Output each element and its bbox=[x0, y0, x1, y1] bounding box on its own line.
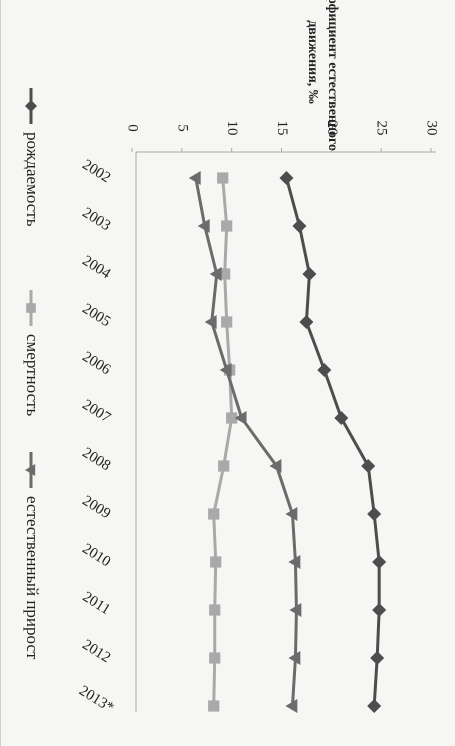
chart-title: коэффициент естественного движения, ‰ bbox=[305, 0, 340, 151]
data-point bbox=[218, 460, 230, 472]
data-point bbox=[209, 267, 222, 281]
series-2 bbox=[208, 172, 238, 712]
category-tick-label: 2006 bbox=[79, 349, 113, 379]
data-point bbox=[334, 411, 349, 425]
data-point bbox=[289, 603, 302, 617]
series-line bbox=[212, 177, 234, 707]
data-point bbox=[210, 556, 222, 568]
data-point bbox=[234, 411, 247, 425]
data-point bbox=[361, 459, 376, 473]
series-1 bbox=[279, 171, 387, 713]
data-point bbox=[219, 363, 232, 377]
data-point bbox=[208, 508, 220, 520]
legend-marker bbox=[25, 464, 36, 476]
data-point bbox=[370, 651, 385, 665]
data-point bbox=[221, 220, 233, 232]
category-tick-label: 2008 bbox=[79, 445, 113, 474]
data-point bbox=[208, 700, 220, 712]
series-layer bbox=[188, 171, 387, 713]
data-point bbox=[317, 363, 332, 377]
series-line bbox=[194, 177, 298, 707]
data-point bbox=[372, 555, 387, 569]
category-tick-label: 2010 bbox=[79, 541, 113, 570]
data-point bbox=[372, 603, 387, 617]
category-tick-label: 2012 bbox=[79, 637, 113, 666]
value-tick-label: 0 bbox=[125, 124, 141, 132]
legend-marker bbox=[26, 303, 36, 313]
value-tick-label: 30 bbox=[424, 121, 440, 136]
data-point bbox=[288, 651, 301, 665]
data-point bbox=[292, 219, 307, 233]
data-point bbox=[285, 699, 298, 713]
legend-entry: рождаемость bbox=[23, 88, 42, 227]
data-point bbox=[279, 171, 294, 185]
data-point bbox=[299, 315, 314, 329]
data-point bbox=[209, 652, 221, 664]
legend-entry: естественный прирост bbox=[23, 452, 42, 660]
legend-entry: смертность bbox=[23, 290, 42, 417]
legend-label: рождаемость bbox=[23, 132, 42, 227]
legend: рождаемость смертность естественный прирос… bbox=[23, 88, 42, 660]
category-tick-label: 2003 bbox=[79, 205, 113, 234]
data-point bbox=[209, 604, 221, 616]
data-point bbox=[219, 268, 231, 280]
category-tick-labels: 2002 2003 2004 2005 2006 2007 2008 2009 2010 2011… bbox=[76, 157, 116, 716]
data-point bbox=[221, 316, 233, 328]
value-tick-labels: 0 5 10 15 20 25 30 bbox=[125, 121, 440, 152]
category-tick-label: 2007 bbox=[79, 397, 113, 427]
data-point bbox=[367, 699, 382, 713]
chart-title-line1: коэффициент естественного bbox=[325, 0, 340, 151]
data-point bbox=[188, 171, 201, 185]
value-tick-label: 20 bbox=[324, 121, 340, 136]
category-tick-label: 2002 bbox=[79, 157, 113, 186]
chart-title-line2: движения, ‰ bbox=[305, 20, 320, 104]
value-tick-label: 10 bbox=[224, 121, 240, 136]
legend-label: смертность bbox=[23, 334, 42, 417]
data-point bbox=[217, 172, 229, 184]
data-point bbox=[367, 507, 382, 521]
series-3 bbox=[188, 171, 302, 713]
category-tick-label: 2009 bbox=[79, 493, 113, 522]
data-point bbox=[204, 315, 217, 329]
data-point bbox=[197, 219, 210, 233]
data-point bbox=[269, 459, 282, 473]
value-tick-label: 5 bbox=[174, 124, 190, 132]
data-point bbox=[285, 507, 298, 521]
category-tick-label: 2011 bbox=[80, 589, 113, 618]
legend-marker bbox=[25, 100, 37, 112]
series-line bbox=[285, 177, 381, 707]
data-point bbox=[302, 267, 317, 281]
category-tick-label: 2013* bbox=[76, 683, 116, 716]
data-point bbox=[226, 412, 238, 424]
value-tick-label: 25 bbox=[374, 121, 390, 136]
data-point bbox=[288, 555, 301, 569]
value-tick-label: 15 bbox=[274, 121, 290, 136]
category-tick-label: 2004 bbox=[79, 253, 113, 283]
category-tick-label: 2005 bbox=[79, 301, 113, 330]
legend-label: естественный прирост bbox=[23, 496, 42, 660]
